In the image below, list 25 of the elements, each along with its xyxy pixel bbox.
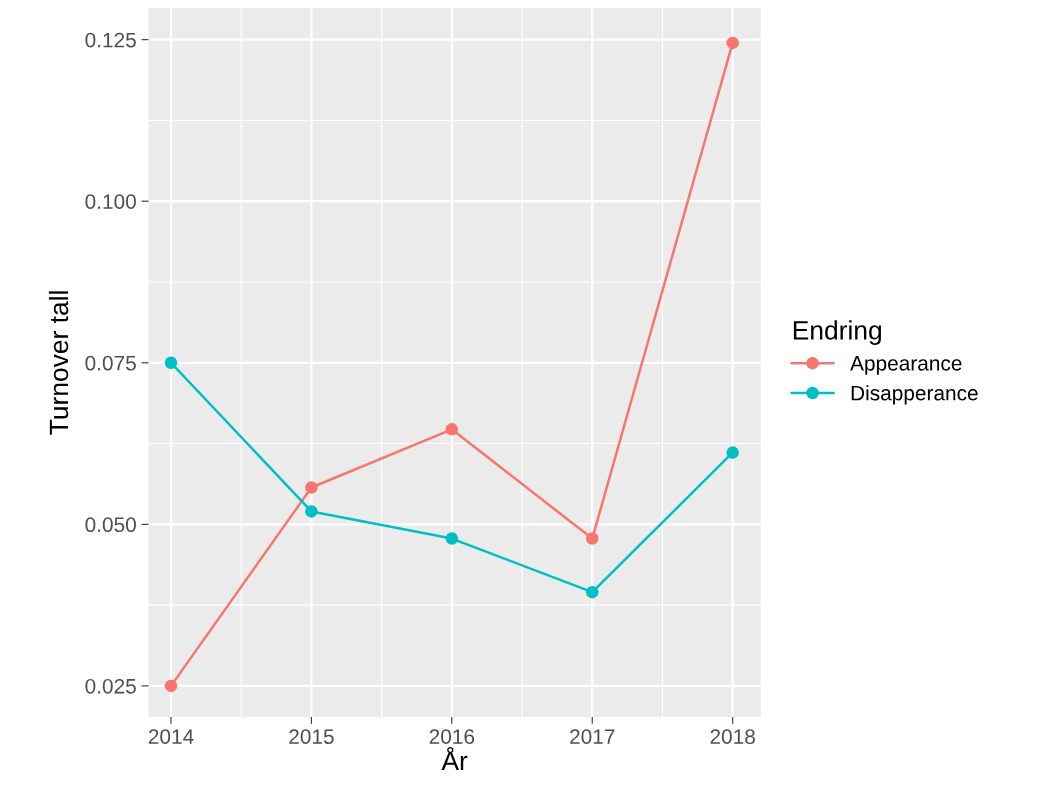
x-tick-label: 2017 [570, 729, 615, 744]
point [164, 679, 178, 693]
x-axis-title: År [441, 746, 468, 771]
x-tick-label: 2014 [148, 729, 194, 744]
y-tick-label: 0.100 [85, 194, 136, 209]
point [164, 356, 178, 370]
x-tick-label: 2015 [289, 729, 334, 744]
y-axis-title: Turnover tall [48, 291, 69, 435]
x-tick-label: 2018 [710, 729, 755, 744]
x-tick-label: 2016 [429, 729, 475, 744]
point [305, 481, 318, 494]
y-tick-label: 0.025 [85, 678, 136, 694]
point [445, 532, 459, 545]
legend-label: Appearance [850, 356, 962, 375]
legend-label: Disapperance [851, 385, 978, 405]
y-tick-label: 0.075 [85, 355, 136, 371]
point [726, 446, 739, 459]
point [585, 585, 599, 599]
legend-title: Endring [793, 320, 881, 345]
point [585, 532, 599, 545]
y-tick-label: 0.125 [85, 32, 136, 48]
y-tick-label: 0.050 [85, 517, 136, 533]
point [726, 36, 739, 50]
point [305, 505, 318, 518]
point [445, 423, 459, 436]
